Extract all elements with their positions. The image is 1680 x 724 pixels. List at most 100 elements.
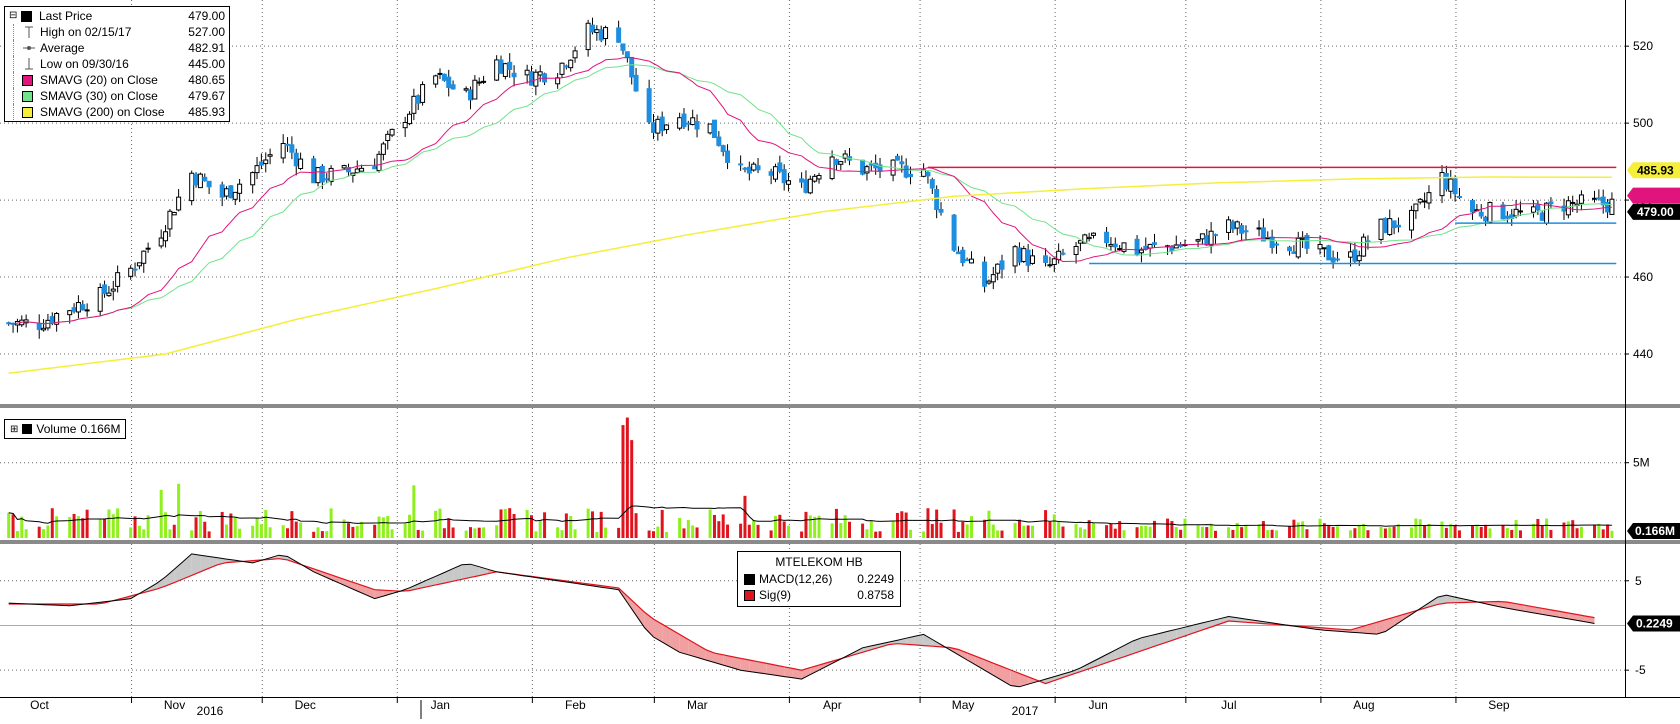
candle-body — [569, 60, 573, 67]
candle-body — [726, 151, 730, 162]
macd-fill — [924, 634, 933, 646]
macd-fill — [453, 565, 462, 581]
volume-bar — [1197, 525, 1200, 538]
candle-body — [1366, 241, 1370, 242]
volume-bar — [1397, 524, 1400, 538]
x-month-label: Nov — [164, 698, 185, 712]
legend-label: Sig(9) — [759, 587, 849, 603]
candle-body — [904, 166, 908, 177]
volume-legend: ⊞ Volume 0.166M — [4, 419, 126, 439]
volume-bar — [1458, 530, 1461, 538]
volume-bar — [1414, 519, 1417, 538]
volume-bar — [874, 532, 877, 538]
candle-body — [717, 137, 721, 145]
candle-body — [473, 80, 477, 99]
candle-body — [1549, 202, 1553, 204]
volume-bar — [870, 521, 873, 538]
candle-body — [329, 168, 333, 181]
volume-bar — [957, 532, 960, 538]
macd-legend-row: MACD(12,26)0.2249 — [744, 571, 894, 587]
candle-body — [1571, 202, 1575, 203]
volume-bar — [678, 518, 681, 538]
candle-body — [438, 73, 442, 74]
volume-bar — [534, 531, 537, 538]
legend-value: 480.65 — [188, 72, 225, 88]
volume-bar — [38, 527, 41, 538]
low-marker-icon — [22, 57, 36, 71]
volume-bar — [1327, 526, 1330, 538]
candle-body — [1022, 249, 1026, 262]
volume-bar — [25, 529, 28, 538]
candle-body — [1327, 246, 1331, 260]
volume-bar — [726, 525, 729, 538]
candle-body — [1288, 247, 1292, 250]
candle-body — [682, 114, 686, 127]
candle-body — [1331, 258, 1335, 262]
legend-value: 0.2249 — [857, 571, 894, 587]
volume-bar — [452, 528, 455, 538]
candle-body — [255, 166, 259, 173]
volume-bar — [1201, 527, 1204, 538]
candle-body — [1545, 203, 1549, 223]
candle-body — [830, 157, 834, 179]
volume-bar — [1549, 530, 1552, 538]
candle-body — [447, 77, 451, 87]
x-month-label: Mar — [687, 698, 708, 712]
volume-bar — [970, 516, 973, 538]
candle-body — [573, 51, 577, 58]
candle-body — [590, 25, 594, 32]
volume-bar — [1441, 522, 1444, 538]
candle-body — [146, 248, 150, 249]
volume-bar — [1454, 525, 1457, 538]
legend-swatch — [22, 73, 36, 87]
candle-body — [1196, 240, 1200, 241]
candle-body — [225, 189, 229, 196]
candle-body — [98, 288, 102, 312]
macd-tag-label: 0.2249 — [1636, 616, 1673, 630]
candle-body — [1061, 253, 1065, 254]
candle-body — [281, 144, 285, 158]
volume-bar — [1140, 526, 1143, 538]
volume-bar — [665, 532, 668, 538]
candle-body — [1301, 238, 1305, 239]
volume-bar — [495, 525, 498, 538]
volume-bar — [51, 508, 54, 538]
volume-bar — [1610, 531, 1613, 538]
volume-bar — [1519, 530, 1522, 538]
volume-bar — [709, 509, 712, 538]
candle-body — [194, 174, 198, 184]
volume-bar — [992, 525, 995, 538]
macd-fill — [653, 619, 662, 642]
volume-bar — [1297, 522, 1300, 538]
price-tag-label: 485.93 — [1637, 163, 1674, 177]
volume-bar — [351, 527, 354, 538]
candle-body — [251, 173, 255, 185]
candle-body — [220, 185, 224, 197]
volume-bar — [717, 521, 720, 538]
candle-body — [1440, 173, 1444, 196]
candle-body — [1357, 256, 1361, 261]
x-month-label: Jun — [1088, 698, 1107, 712]
candle-body — [198, 174, 202, 187]
candle-body — [656, 119, 660, 133]
volume-bar — [1231, 530, 1234, 538]
candle-body — [286, 144, 290, 145]
collapse-icon[interactable]: ⊟ — [9, 8, 19, 24]
volume-bar — [116, 508, 119, 538]
volume-bar — [1606, 525, 1609, 538]
volume-bar — [317, 527, 320, 538]
expand-icon[interactable]: ⊞ — [10, 424, 18, 435]
volume-bar — [190, 530, 193, 538]
candle-body — [752, 164, 756, 170]
candle-body — [813, 176, 817, 181]
volume-bar — [1567, 521, 1570, 538]
legend-label: High on 02/15/17 — [40, 24, 180, 40]
candle-body — [621, 44, 625, 50]
candle-body — [617, 28, 621, 42]
volume-bar — [1027, 525, 1030, 538]
volume-bar — [1502, 525, 1505, 538]
volume-bar — [905, 513, 908, 538]
macd-fill — [462, 564, 471, 579]
